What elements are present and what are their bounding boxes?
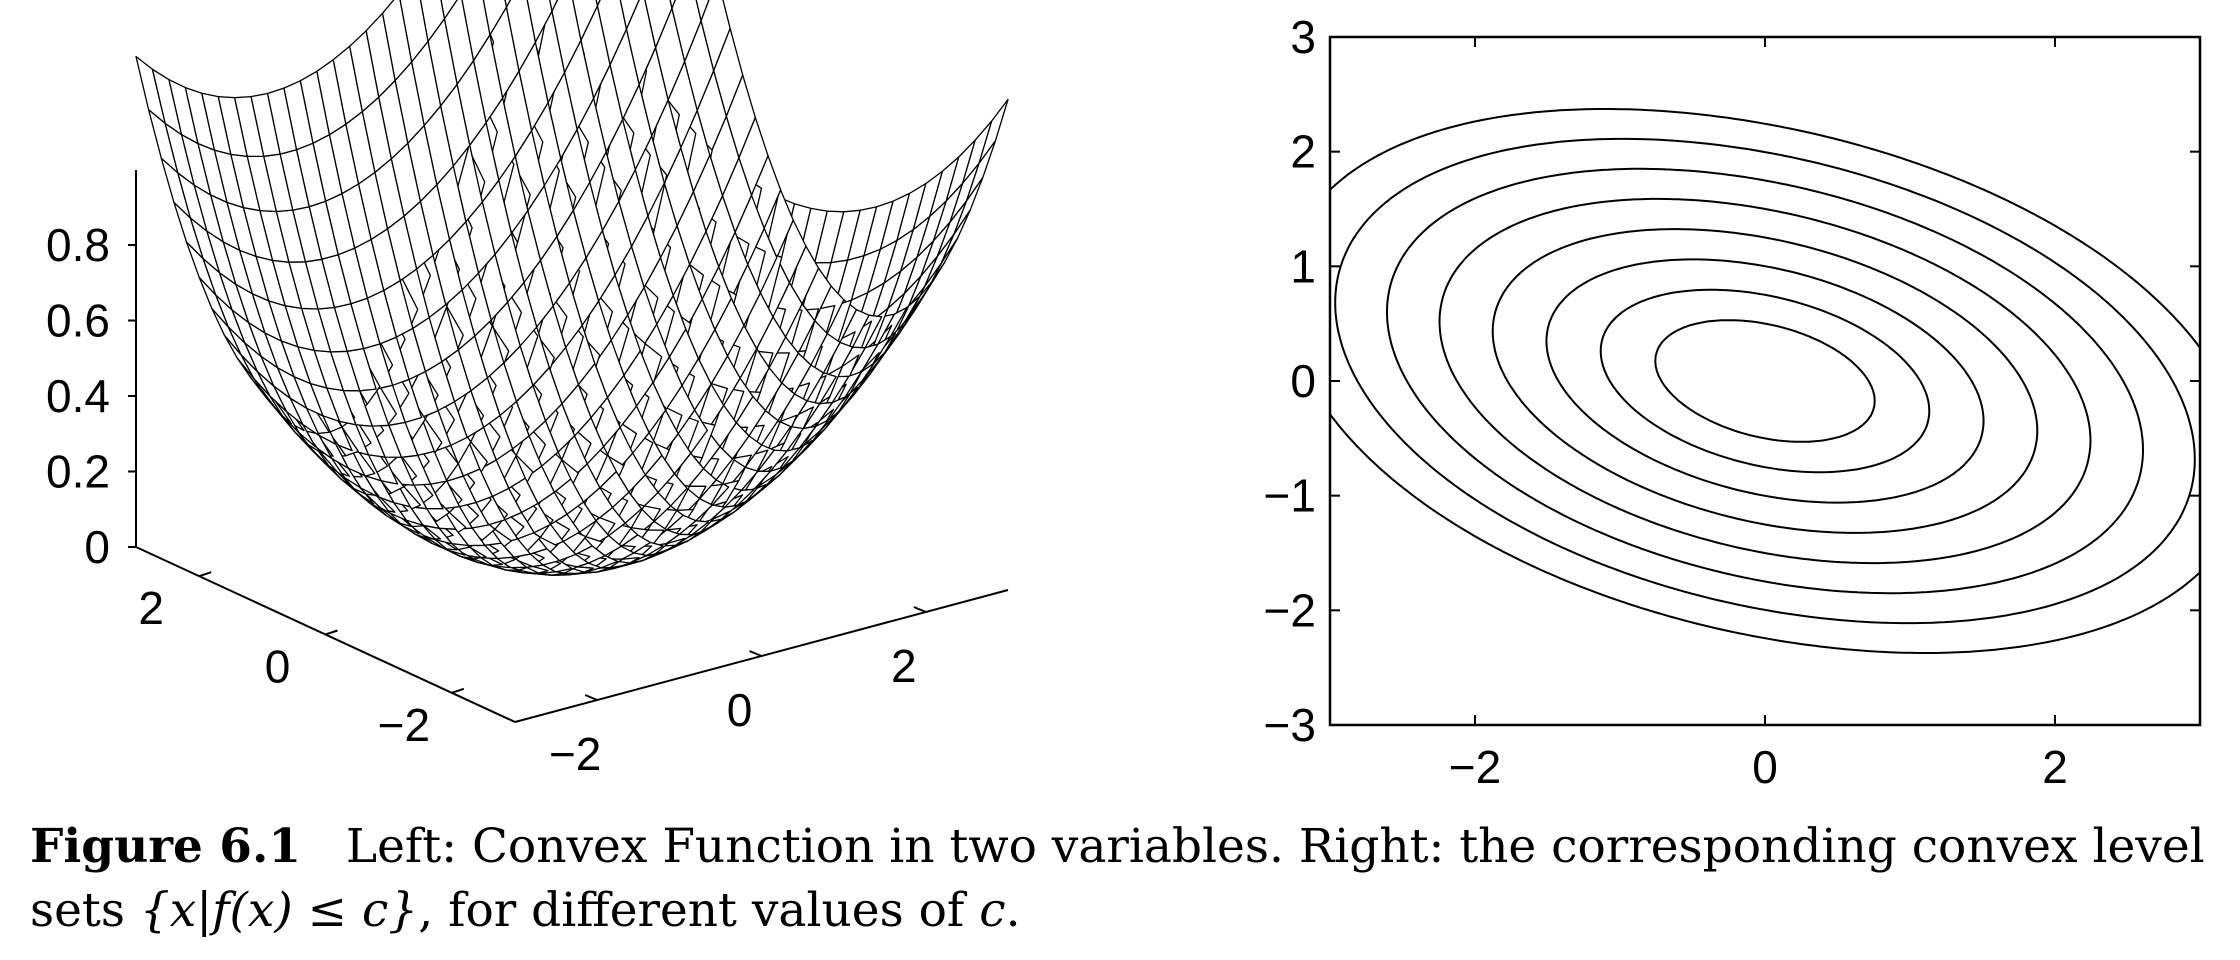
y-tick-label: 0 — [265, 641, 291, 693]
surface-cell — [440, 0, 458, 20]
x-tick-label: 0 — [727, 684, 753, 736]
x-tick-mark — [913, 606, 927, 613]
contour-level-line — [1438, 197, 2092, 565]
z-tick-label: 0.4 — [46, 370, 110, 422]
contour-y-tick-label: 3 — [1290, 11, 1316, 63]
surface-mesh — [135, 0, 1009, 576]
y-tick-label: −2 — [378, 699, 430, 751]
x-tick-mark — [749, 650, 762, 657]
z-ticks: 0 0.2 0.4 0.6 0.8 — [46, 219, 136, 573]
surface-cell — [482, 0, 508, 36]
contour-level-line — [1386, 167, 2144, 595]
y-tick-label: 2 — [138, 582, 164, 634]
z-tick-label: 0.8 — [46, 219, 110, 271]
contour-y-tick-label: −3 — [1264, 699, 1316, 751]
contour-level-line — [1654, 319, 1876, 443]
surface-cell — [695, 0, 710, 22]
contour-x-tick-label: −2 — [1449, 741, 1501, 793]
contour-level-line — [1330, 108, 2200, 654]
contour-level-line — [1491, 228, 2039, 534]
caption-end: . — [1005, 883, 1021, 938]
z-tick-label: 0.2 — [46, 446, 110, 498]
surface-cell — [669, 0, 676, 9]
z-tick-label: 0 — [84, 521, 110, 573]
base-ticks: −2 0 2 2 0 −2 — [138, 571, 927, 780]
caption-c: c — [979, 883, 1006, 938]
contour-plot: 3 2 1 0 −1 −2 −3 −2 0 2 — [1264, 11, 2202, 793]
contour-x-tick-label: 2 — [2042, 741, 2068, 793]
contour-level-line — [1334, 137, 2196, 625]
x-tick-mark — [584, 694, 598, 701]
surface-cell — [135, 55, 166, 124]
contour-frame — [1328, 35, 2202, 727]
contour-y-tick-label: 0 — [1290, 355, 1316, 407]
contour-y-tick-label: 1 — [1290, 240, 1316, 292]
figure-label: Figure 6.1 — [30, 819, 302, 874]
contour-ticks: 3 2 1 0 −1 −2 −3 −2 0 2 — [1264, 11, 2200, 793]
contour-y-tick-label: 2 — [1290, 126, 1316, 178]
contour-y-tick-label: −2 — [1264, 584, 1316, 636]
y-tick-mark — [451, 687, 465, 694]
caption-line1: Left: Convex Function in two variables. … — [345, 819, 2205, 874]
contour-x-tick-label: 0 — [1752, 741, 1778, 793]
contour-level-line — [1545, 258, 1985, 504]
z-tick-label: 0.6 — [46, 295, 110, 347]
caption-pre: sets — [30, 883, 140, 938]
x-tick-label: 2 — [891, 640, 917, 692]
contour-y-tick-label: −1 — [1264, 470, 1316, 522]
contour-lines — [1330, 108, 2200, 654]
contour-level-line — [1599, 288, 1931, 474]
figure-caption: Figure 6.1 Left: Convex Function in two … — [30, 815, 2230, 943]
caption-mid: , for different values of — [418, 883, 980, 938]
y-tick-mark — [198, 571, 212, 578]
caption-set: {x|f(x) ≤ c} — [139, 883, 419, 938]
y-tick-mark — [325, 629, 338, 636]
x-tick-label: −2 — [549, 728, 601, 780]
